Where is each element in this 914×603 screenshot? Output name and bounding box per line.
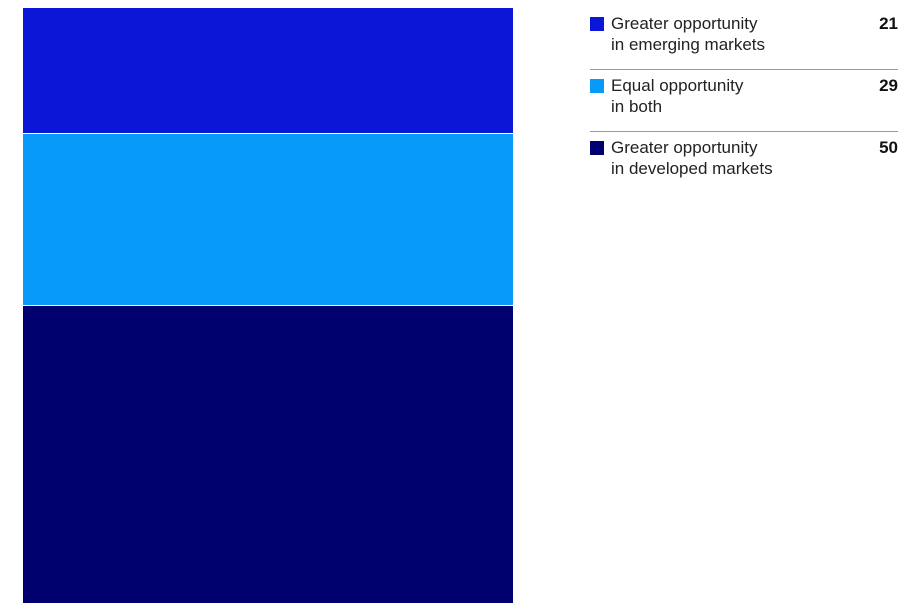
legend-label: Equal opportunity in both bbox=[611, 76, 744, 116]
data-label: 21 bbox=[879, 14, 898, 33]
data-label: 29 bbox=[879, 76, 898, 95]
data-label: 50 bbox=[879, 138, 898, 157]
stacked-bar bbox=[23, 8, 513, 603]
legend-item: Greater opportunity in emerging markets 2… bbox=[590, 8, 898, 70]
legend-label: Greater opportunity in developed markets bbox=[611, 138, 773, 178]
bar-segment-3 bbox=[23, 305, 513, 603]
bar-segment-1 bbox=[23, 8, 513, 133]
bar-segment-2 bbox=[23, 132, 513, 306]
legend-item: Greater opportunity in developed markets… bbox=[590, 132, 898, 194]
legend-swatch bbox=[590, 17, 604, 31]
legend-item: Equal opportunity in both 29 bbox=[590, 70, 898, 132]
legend-swatch bbox=[590, 141, 604, 155]
legend-label: Greater opportunity in emerging markets bbox=[611, 14, 766, 54]
legend-swatch bbox=[590, 79, 604, 93]
legend: Greater opportunity in emerging markets 2… bbox=[590, 8, 898, 194]
